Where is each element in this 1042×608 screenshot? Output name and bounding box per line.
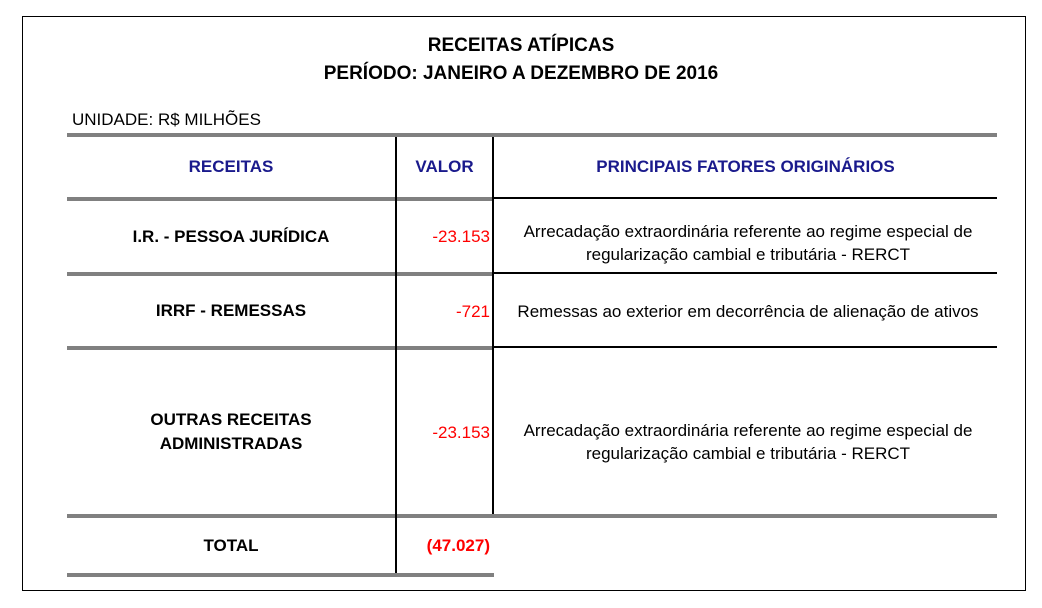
rule [67,346,494,350]
document-title: RECEITAS ATÍPICAS [427,35,615,56]
rule [494,272,997,274]
rule [494,197,997,199]
row-valor: -721 [455,302,490,321]
rule [67,197,494,201]
rule [67,514,997,518]
row-receita: I.R. - PESSOA JURÍDICA [132,226,330,246]
column-divider [395,137,397,573]
rule [67,573,494,577]
row-fator: Arrecadação extraordinária referente ao … [523,421,973,463]
total-label: TOTAL [203,535,259,555]
rule [494,346,997,348]
rule [67,133,997,137]
rule [67,272,494,276]
row-receita: IRRF - REMESSAS [155,301,307,320]
header-fatores: PRINCIPAIS FATORES ORIGINÁRIOS [596,157,895,176]
header-receitas: RECEITAS [188,157,274,176]
header-valor: VALOR [415,157,474,176]
row-fator: Remessas ao exterior em decorrência de a… [517,301,979,321]
row-valor: -23.153 [432,227,490,246]
row-receita: OUTRAS RECEITAS ADMINISTRADAS [150,410,312,453]
document-subtitle: PERÍODO: JANEIRO A DEZEMBRO DE 2016 [323,63,719,84]
row-fator: Arrecadação extraordinária referente ao … [523,222,973,264]
row-valor: -23.153 [432,423,490,442]
column-divider [492,137,494,514]
unit-label: UNIDADE: R$ MILHÕES [72,110,261,129]
total-valor: (47.027) [426,536,490,555]
document-frame [22,16,1026,591]
